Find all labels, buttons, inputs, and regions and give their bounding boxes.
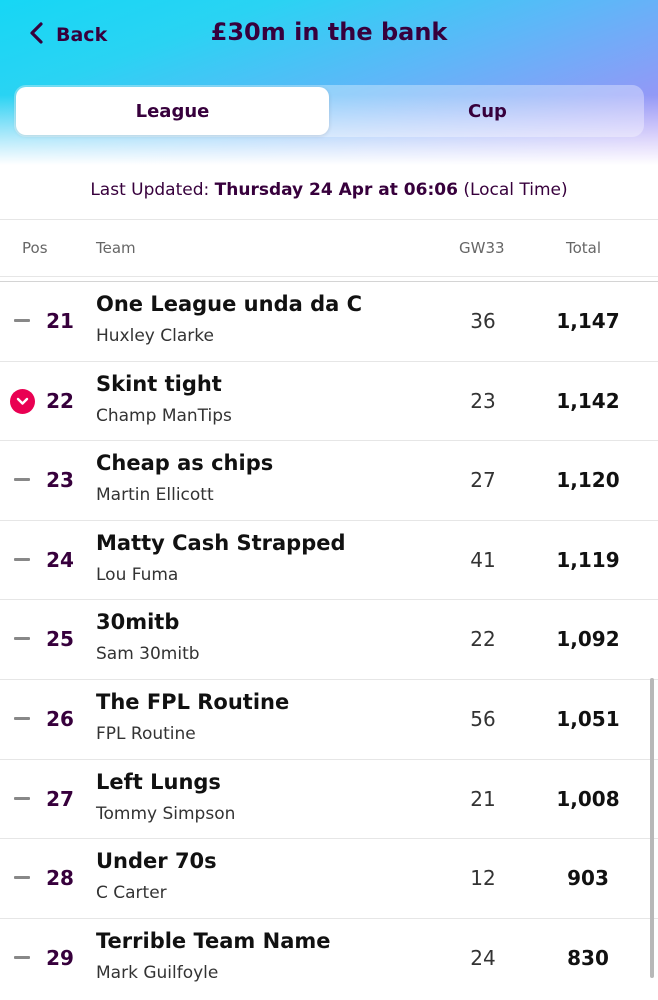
rank-unchanged-icon xyxy=(14,876,30,880)
rank-down-icon xyxy=(10,388,35,414)
table-row[interactable]: 26 The FPL Routine FPL Routine 56 1,051 xyxy=(0,678,658,759)
total-points: 1,147 xyxy=(556,309,620,333)
rank-unchanged-icon xyxy=(14,478,30,482)
position: 24 xyxy=(46,547,74,572)
table-row[interactable]: 23 Cheap as chips Martin Ellicott 27 1,120 xyxy=(0,440,658,520)
team-name: Cheap as chips xyxy=(96,451,274,476)
manager-name: FPL Routine xyxy=(96,723,196,744)
team-name: 30mitb xyxy=(96,610,180,635)
table-row[interactable]: 27 Left Lungs Tommy Simpson 21 1,008 xyxy=(0,758,658,839)
back-label: Back xyxy=(56,24,108,46)
total-points: 1,120 xyxy=(556,468,620,493)
last-updated-suffix: (Local Time) xyxy=(463,180,568,200)
gameweek-points: 24 xyxy=(470,945,496,970)
gameweek-points: 36 xyxy=(470,309,496,333)
position: 27 xyxy=(46,786,74,811)
manager-name: Champ ManTips xyxy=(96,405,232,426)
manager-name: Huxley Clarke xyxy=(96,326,214,346)
scrollbar[interactable] xyxy=(650,678,654,978)
table-row[interactable]: 28 Under 70s C Carter 12 903 xyxy=(0,838,658,918)
team-name: Under 70s xyxy=(96,849,217,874)
team-name: Left Lungs xyxy=(96,769,221,794)
table-row[interactable]: 21 One League unda da C Huxley Clarke 36 1,1… xyxy=(0,281,658,361)
gameweek-points: 22 xyxy=(470,627,496,652)
standings-table: 21 One League unda da C Huxley Clarke 36 1,1… xyxy=(0,281,658,997)
gameweek-points: 41 xyxy=(470,547,496,572)
total-points: 1,119 xyxy=(556,547,620,572)
table-row[interactable]: 29 Terrible Team Name Mark Guilfoyle 24 830 xyxy=(0,917,658,998)
position: 23 xyxy=(46,468,74,493)
column-team: Team xyxy=(96,239,136,257)
last-updated: Last Updated: Thursday 24 Apr at 06:06 (… xyxy=(0,180,658,200)
rank-unchanged-icon xyxy=(14,955,30,959)
tab-cup[interactable]: Cup xyxy=(468,100,507,122)
total-points: 903 xyxy=(567,866,609,891)
team-name: The FPL Routine xyxy=(96,689,290,714)
tab-league[interactable]: League xyxy=(16,87,329,135)
position: 28 xyxy=(46,866,74,891)
manager-name: C Carter xyxy=(96,883,167,904)
manager-name: Tommy Simpson xyxy=(96,803,236,824)
gameweek-points: 27 xyxy=(470,468,496,493)
rank-unchanged-icon xyxy=(14,796,30,800)
position: 29 xyxy=(46,945,74,970)
position: 22 xyxy=(46,388,74,413)
rank-unchanged-icon xyxy=(14,637,30,641)
gameweek-points: 21 xyxy=(470,786,496,811)
manager-name: Lou Fuma xyxy=(96,564,179,585)
position: 26 xyxy=(46,706,74,731)
total-points: 1,008 xyxy=(556,786,620,811)
team-name: Terrible Team Name xyxy=(96,928,331,953)
table-row[interactable]: 22 Skint tight Champ ManTips 23 1,142 xyxy=(0,360,658,441)
rank-unchanged-icon xyxy=(14,716,30,720)
column-gw: GW33 xyxy=(459,239,505,257)
table-row[interactable]: 24 Matty Cash Strapped Lou Fuma 41 1,119 xyxy=(0,519,658,600)
table-header: Pos Team GW33 Total xyxy=(0,219,658,277)
table-row[interactable]: 25 30mitb Sam 30mitb 22 1,092 xyxy=(0,599,658,679)
rank-unchanged-icon xyxy=(14,319,30,322)
back-button[interactable]: Back xyxy=(28,20,107,50)
total-points: 1,051 xyxy=(556,706,620,731)
total-points: 1,092 xyxy=(556,627,620,652)
team-name: Skint tight xyxy=(96,371,222,396)
last-updated-prefix: Last Updated: xyxy=(90,180,210,200)
manager-name: Martin Ellicott xyxy=(96,485,214,506)
total-points: 830 xyxy=(567,945,609,970)
chevron-left-icon xyxy=(28,21,46,49)
team-name: Matty Cash Strapped xyxy=(96,530,346,555)
manager-name: Sam 30mitb xyxy=(96,644,200,665)
page-title: £30m in the bank xyxy=(210,18,448,46)
column-total: Total xyxy=(566,239,602,257)
column-pos: Pos xyxy=(22,239,48,257)
header-banner xyxy=(0,0,658,165)
position: 25 xyxy=(46,627,74,652)
last-updated-time: Thursday 24 Apr at 06:06 xyxy=(214,180,458,200)
rank-unchanged-icon xyxy=(14,557,30,561)
gameweek-points: 23 xyxy=(470,388,496,413)
manager-name: Mark Guilfoyle xyxy=(96,962,219,983)
gameweek-points: 12 xyxy=(470,866,496,891)
total-points: 1,142 xyxy=(556,388,620,413)
position: 21 xyxy=(46,309,74,333)
tab-bar: League Cup xyxy=(14,85,644,137)
team-name: One League unda da C xyxy=(96,292,363,316)
gameweek-points: 56 xyxy=(470,706,496,731)
